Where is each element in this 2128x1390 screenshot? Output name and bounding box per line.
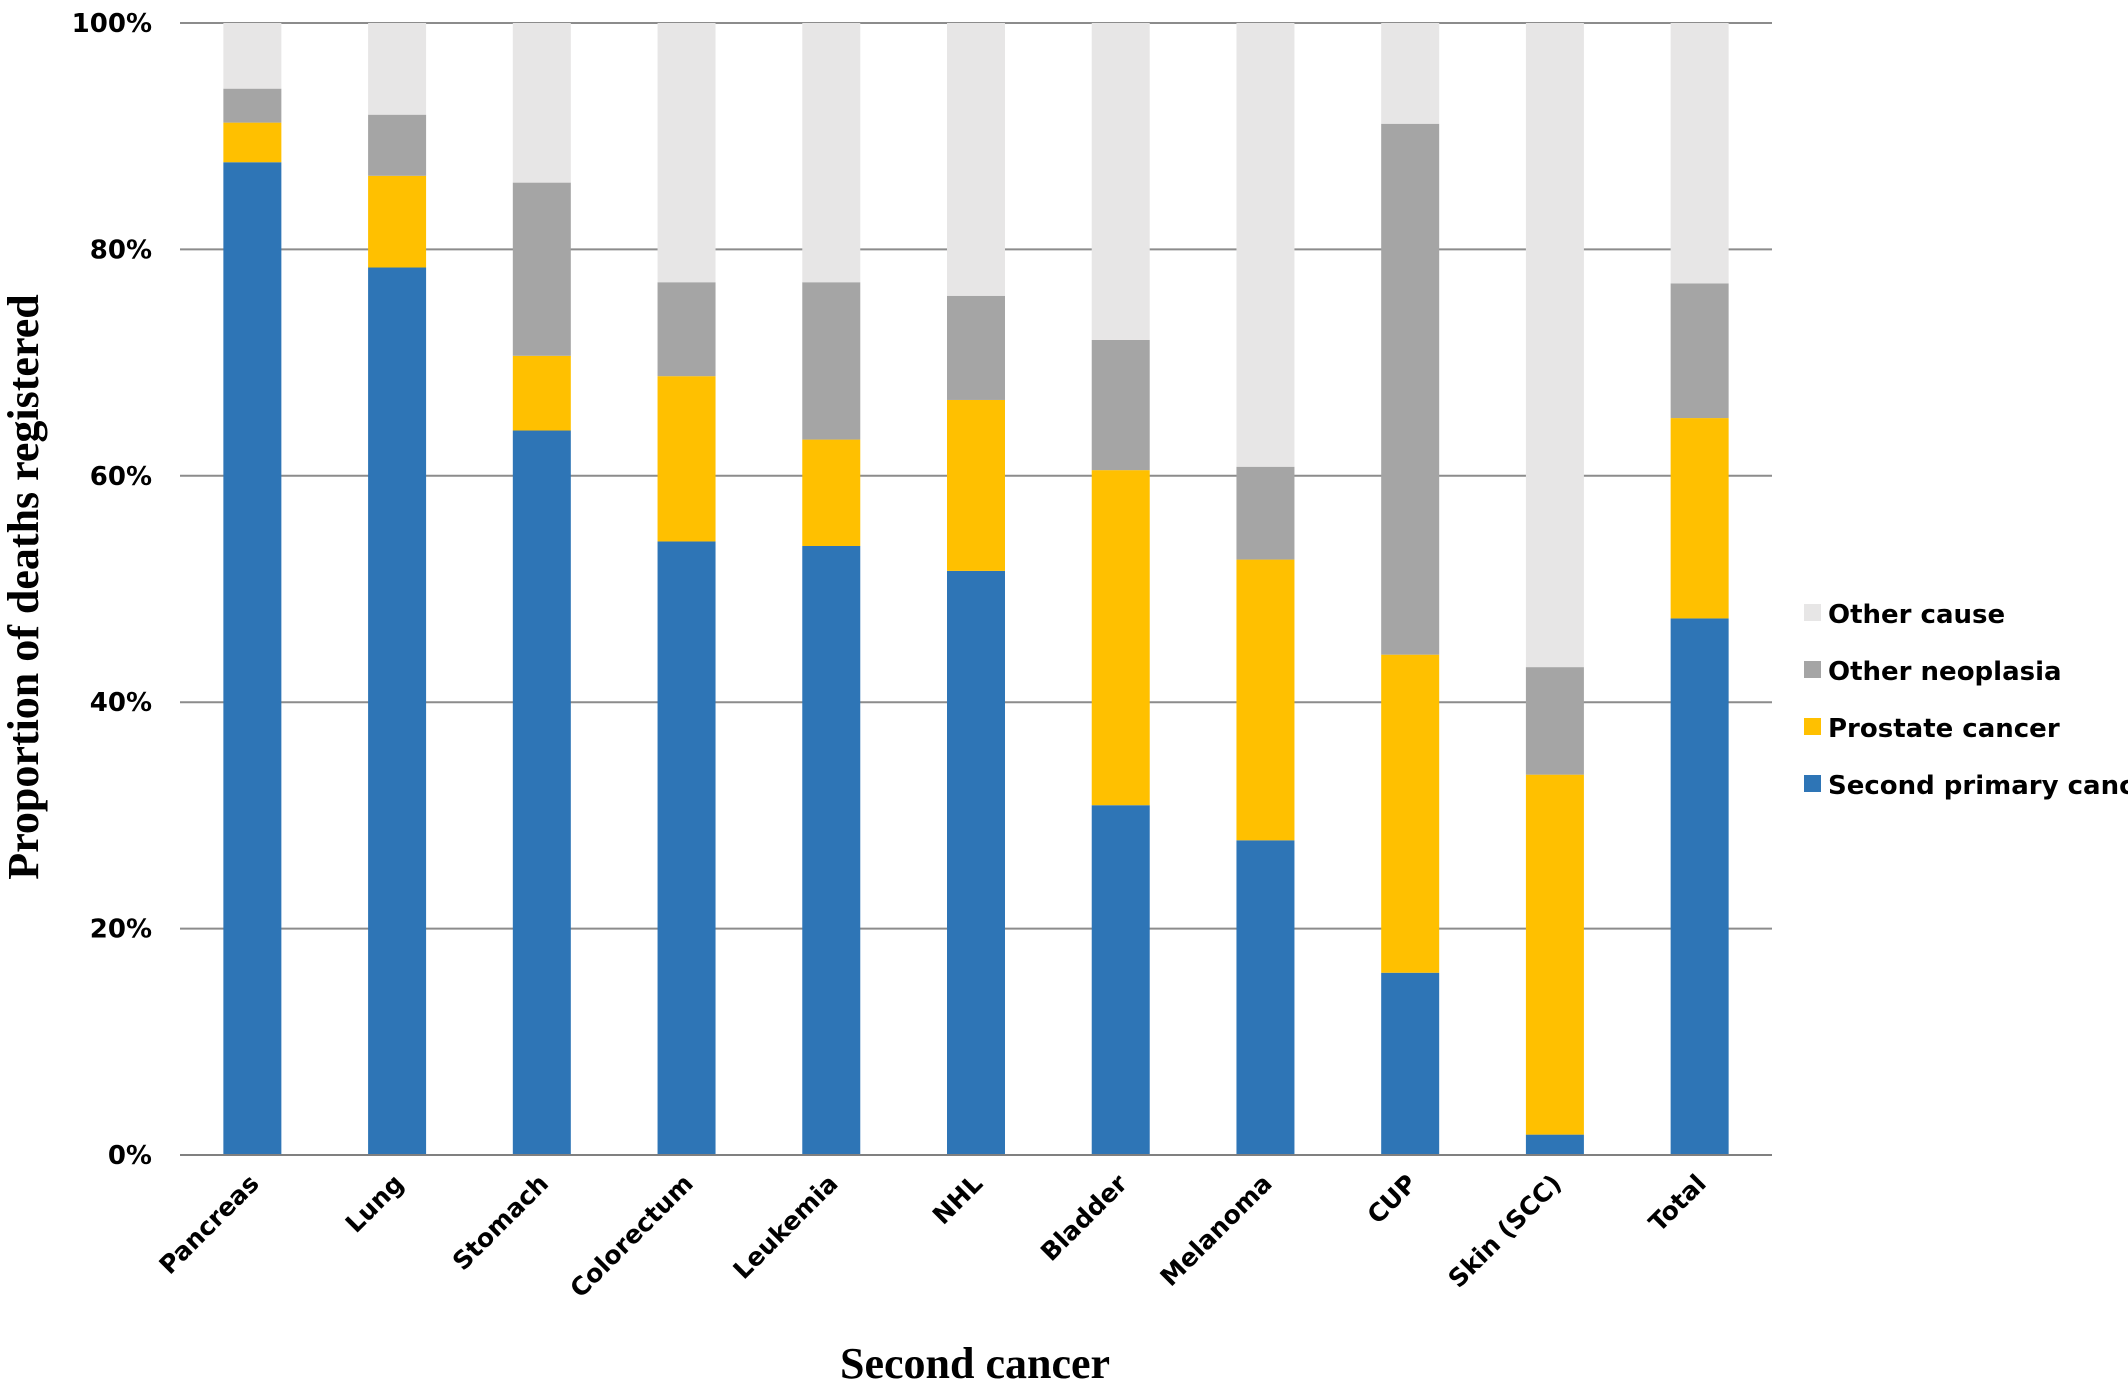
bar-segment: [512, 182, 571, 356]
legend-swatch: [1804, 661, 1821, 678]
bar-segment: [1525, 23, 1584, 668]
x-tick-label: Total: [1643, 1169, 1712, 1238]
y-axis-title: Proportion of deaths registered: [0, 294, 48, 879]
bar-segment: [368, 267, 427, 1156]
bar-segment: [1091, 339, 1150, 471]
bar-segment: [223, 23, 282, 89]
y-axis-ticks: 0% 20% 40% 60% 80% 100%: [72, 9, 152, 1171]
bar-segment: [1236, 23, 1295, 467]
x-axis-title: Second cancer: [840, 1339, 1110, 1388]
x-tick-label: Bladder: [1035, 1168, 1133, 1266]
bar-segment: [1670, 418, 1729, 619]
bar-segment: [368, 175, 427, 268]
bar-segment: [947, 399, 1005, 571]
y-tick-label: 20%: [90, 915, 152, 945]
x-tick-label: NHL: [927, 1169, 988, 1230]
bar-segment: [1091, 470, 1150, 806]
bar-segment: [1670, 23, 1729, 284]
bar-segment: [368, 23, 427, 115]
bar-segment: [657, 23, 716, 283]
legend-swatch: [1804, 775, 1821, 792]
bar-segment: [947, 23, 1005, 296]
x-tick-label: CUP: [1362, 1169, 1423, 1230]
bar-segment: [1525, 667, 1584, 775]
legend: Other cause Other neoplasia Prostate cance…: [1804, 600, 2128, 801]
bar-segment: [1236, 840, 1295, 1155]
bar-segment: [1236, 466, 1295, 560]
bar-segment: [657, 282, 716, 377]
x-axis-ticks: Pancreas Lung Stomach Colorectum Leukemia NHL…: [153, 1168, 1711, 1303]
bar-segment: [1091, 805, 1150, 1155]
y-tick-label: 0%: [108, 1141, 152, 1171]
x-tick-label: Lung: [340, 1169, 410, 1239]
bar-segment: [1381, 23, 1440, 124]
bar-segment: [1670, 283, 1729, 419]
bar-segment: [512, 430, 571, 1155]
x-tick-label: Stomach: [447, 1169, 554, 1276]
y-tick-label: 40%: [90, 688, 152, 718]
bar-segment: [802, 282, 861, 440]
bar-segment: [802, 545, 861, 1155]
legend-label: Second primary cancer: [1828, 771, 2128, 801]
bar-segment: [947, 295, 1005, 400]
x-tick-label: Leukemia: [727, 1169, 843, 1285]
x-tick-label: Pancreas: [153, 1169, 264, 1280]
bar-segment: [1381, 123, 1440, 655]
y-tick-label: 100%: [72, 9, 152, 39]
y-tick-label: 80%: [90, 235, 152, 265]
bar-segment: [368, 114, 427, 176]
legend-label: Other cause: [1828, 600, 2005, 630]
legend-label: Prostate cancer: [1828, 714, 2060, 744]
x-tick-label: Melanoma: [1155, 1169, 1278, 1292]
bar-segment: [1091, 23, 1150, 340]
bars: [223, 23, 1729, 1156]
bar-segment: [1525, 1134, 1584, 1155]
bar-segment: [947, 570, 1005, 1155]
bar-segment: [223, 88, 282, 123]
legend-label: Other neoplasia: [1828, 657, 2062, 687]
bar-segment: [1525, 774, 1584, 1135]
bar-segment: [512, 355, 571, 431]
bar-segment: [1381, 972, 1440, 1155]
x-tick-label: Colorectum: [564, 1169, 698, 1303]
y-tick-label: 60%: [90, 462, 152, 492]
bar-segment: [802, 439, 861, 546]
bar-segment: [657, 541, 716, 1155]
bar-segment: [1670, 618, 1729, 1155]
bar-segment: [1236, 559, 1295, 841]
bar-segment: [1381, 654, 1440, 973]
legend-swatch: [1804, 718, 1821, 735]
x-tick-label: Skin (SCC): [1443, 1169, 1568, 1294]
bar-segment: [223, 162, 282, 1156]
bar-segment: [223, 122, 282, 163]
bar-segment: [512, 23, 571, 183]
bar-segment: [657, 376, 716, 542]
legend-swatch: [1804, 604, 1821, 621]
bar-segment: [802, 23, 861, 283]
